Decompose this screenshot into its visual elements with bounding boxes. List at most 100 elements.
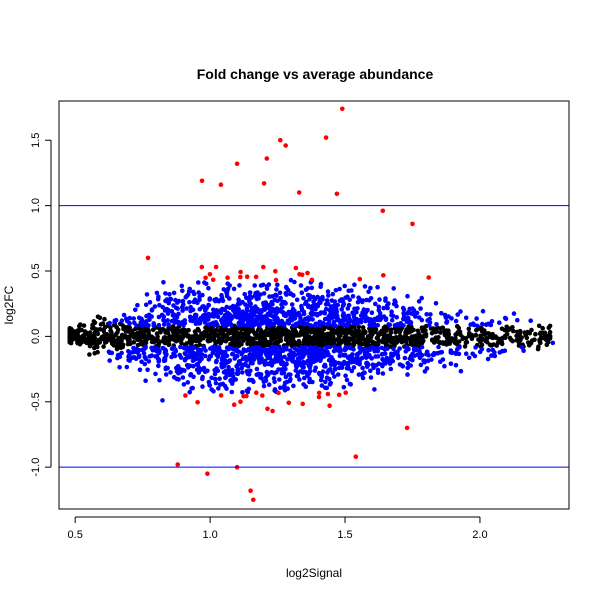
data-point (253, 304, 258, 309)
data-point (133, 307, 138, 313)
data-point (253, 274, 259, 280)
data-point (337, 327, 342, 332)
data-point (368, 375, 374, 380)
outlier-point (426, 275, 432, 280)
data-point (281, 310, 286, 316)
data-point (502, 315, 508, 321)
data-point (219, 339, 225, 344)
data-point (301, 311, 307, 317)
data-point (302, 375, 307, 381)
data-point (171, 351, 176, 356)
data-point (332, 374, 337, 379)
data-point (312, 323, 318, 329)
data-point (363, 355, 369, 360)
data-point (231, 347, 236, 352)
data-point (258, 283, 264, 288)
data-point (346, 355, 352, 361)
data-point (154, 348, 159, 354)
data-point (394, 315, 400, 320)
data-point (427, 316, 432, 322)
data-point (256, 371, 262, 377)
data-point (473, 345, 478, 350)
y-axis: -1.0 -0.5 0.0 0.5 1.0 1.5 (30, 133, 52, 477)
data-point (225, 329, 231, 334)
data-point (267, 361, 273, 366)
data-point (325, 370, 330, 375)
data-point (179, 340, 184, 346)
data-point (356, 351, 361, 357)
data-point (324, 385, 330, 391)
data-point (144, 292, 150, 297)
data-point (267, 311, 272, 317)
data-point (186, 354, 191, 359)
data-point (265, 370, 270, 376)
data-point (333, 314, 338, 319)
outlier-point (380, 208, 386, 214)
data-point (119, 318, 125, 324)
data-point (383, 298, 388, 303)
data-point (319, 383, 325, 388)
data-point (179, 304, 185, 310)
data-point (351, 342, 357, 347)
data-point (256, 296, 261, 301)
data-point (294, 373, 300, 379)
data-point (375, 348, 381, 354)
data-point (391, 286, 397, 291)
data-point (142, 361, 148, 367)
data-point (355, 299, 361, 305)
data-point (270, 294, 275, 299)
data-point (137, 330, 142, 335)
data-point (343, 345, 349, 350)
data-point (206, 357, 212, 362)
data-point (318, 310, 324, 315)
data-point (438, 359, 443, 365)
y-tick-label: 0.0 (30, 329, 42, 344)
data-point (132, 320, 137, 326)
data-point (180, 308, 185, 313)
data-point (143, 302, 149, 308)
data-point (206, 285, 211, 291)
data-point (388, 366, 394, 372)
data-point (297, 359, 303, 365)
data-point (451, 338, 457, 344)
data-point (311, 294, 316, 300)
plot-frame (58, 100, 570, 510)
data-point (90, 326, 95, 331)
data-point (330, 304, 335, 310)
data-point (268, 302, 273, 307)
data-point (453, 332, 459, 337)
data-point (224, 345, 230, 351)
data-point (340, 303, 346, 309)
data-point (351, 365, 357, 370)
data-point (168, 370, 173, 375)
data-point (393, 335, 399, 340)
data-point (212, 344, 217, 350)
data-point (318, 281, 324, 287)
data-point (342, 283, 348, 289)
data-point (332, 367, 338, 372)
data-point (176, 377, 181, 382)
data-point (275, 282, 280, 288)
data-point (421, 325, 426, 331)
data-point (147, 300, 153, 305)
data-point (146, 323, 151, 328)
data-point (311, 299, 316, 305)
data-point (202, 307, 208, 313)
data-point (405, 293, 410, 299)
data-point (237, 283, 242, 288)
data-point (126, 337, 131, 342)
data-point (322, 340, 327, 345)
data-point (436, 335, 441, 340)
outlier-point (264, 156, 270, 161)
data-point (227, 305, 233, 311)
data-point (323, 302, 329, 307)
data-point (375, 370, 381, 376)
data-point (291, 350, 296, 356)
data-point (463, 315, 469, 321)
data-point (194, 362, 200, 367)
data-point (468, 322, 474, 327)
data-point (131, 335, 137, 340)
data-point (433, 301, 439, 306)
data-point (213, 380, 219, 386)
data-point (271, 333, 277, 339)
